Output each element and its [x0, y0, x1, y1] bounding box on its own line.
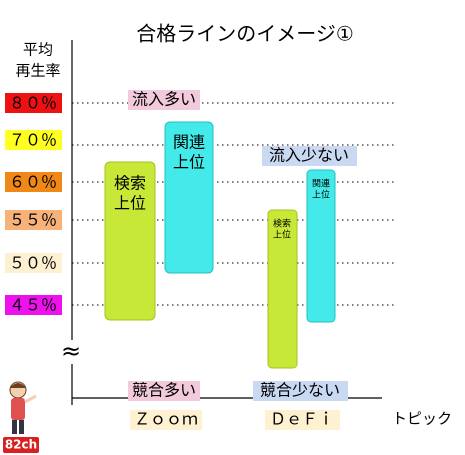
badge: 82ch — [5, 438, 37, 452]
range-box — [306, 169, 336, 323]
topic-bg — [130, 410, 202, 430]
box-label: 上位 — [114, 194, 146, 213]
annotation: 流入多い — [132, 90, 196, 109]
x-axis-label: トピック — [392, 410, 452, 428]
character-icon — [9, 381, 37, 434]
annotation: 流入少ない — [269, 146, 349, 165]
annotation-bg — [128, 90, 200, 110]
axis-break-bg — [60, 340, 84, 364]
box-label: 上位 — [173, 153, 205, 172]
level-bg — [5, 130, 62, 150]
level-label: ６０％ — [9, 173, 57, 192]
box-label: 上位 — [273, 229, 291, 241]
y-axis-label: 平均 — [23, 41, 53, 59]
level-label: ５０％ — [9, 254, 57, 273]
axis-break: ≈ — [61, 337, 81, 365]
annotation-bg — [253, 381, 348, 401]
box-label: 上位 — [312, 189, 330, 201]
annotation-bg — [128, 381, 200, 401]
level-bg — [5, 93, 62, 113]
annotation: 競合多い — [132, 381, 196, 400]
level-bg — [5, 172, 62, 192]
title: 合格ラインのイメージ① — [136, 22, 354, 46]
level-bg — [5, 295, 62, 315]
level-label: ７０％ — [9, 131, 57, 150]
range-box — [267, 209, 298, 369]
box-label: 関連 — [173, 133, 205, 152]
badge-bg — [3, 437, 39, 453]
level-label: ８０％ — [9, 94, 57, 113]
level-label: ５５％ — [9, 211, 57, 230]
annotation-bg — [262, 146, 357, 166]
topic-bg — [265, 410, 340, 430]
level-lines — [72, 102, 395, 306]
level-label: ４５％ — [9, 296, 57, 315]
box-label: 関連 — [312, 178, 330, 190]
topic-label: ＤｅＦｉ — [270, 410, 334, 429]
range-box — [104, 161, 156, 321]
box-label: 検索 — [114, 174, 146, 193]
level-bg — [5, 253, 62, 273]
y-axis-label: 再生率 — [15, 62, 60, 80]
topic-label: Ｚｏｏｍ — [134, 410, 198, 429]
level-bg — [5, 210, 62, 230]
box-label: 検索 — [273, 218, 291, 230]
annotation: 競合少ない — [260, 381, 340, 400]
range-box — [164, 121, 214, 274]
